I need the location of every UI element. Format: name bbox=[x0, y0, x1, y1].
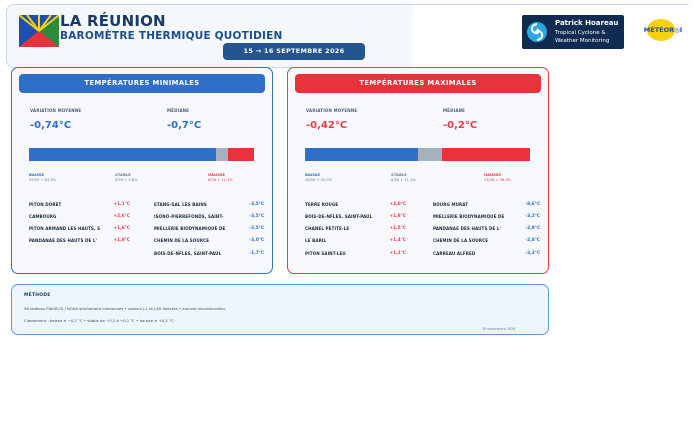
station-name: PANDANAE DES HAUTS DE L' bbox=[433, 226, 502, 231]
legend-value-stable: 3/59 + 5,6% bbox=[115, 178, 138, 182]
avg-variation-value: -0,74°C bbox=[30, 120, 72, 131]
median-value: -0,2°C bbox=[443, 120, 478, 131]
bar-segment-hausse bbox=[228, 148, 254, 161]
sponsor-banner[interactable]: Patrick Hoareau Tropical Cyclone & Weath… bbox=[522, 15, 624, 49]
legend-title-hausse: HAUSSE bbox=[208, 172, 225, 177]
station-value: -2,8°C bbox=[525, 238, 540, 243]
station-value: +1,1°C bbox=[113, 202, 130, 207]
legend-value-baisse: 28/56 + 50,0% bbox=[305, 178, 333, 182]
avg-variation-value: -0,42°C bbox=[306, 120, 348, 131]
legend-value-stable: 6/56 + 11,1% bbox=[391, 178, 416, 182]
sponsor-tagline: Weather Monitoring bbox=[555, 38, 610, 44]
page-subtitle: BAROMÈTRE THERMIQUE QUOTIDIEN bbox=[60, 30, 283, 42]
median-label: MÉDIANE bbox=[167, 108, 190, 113]
method-box: MÉTHODE 56 stations PIAUB-OI / NOAA stri… bbox=[11, 284, 549, 335]
station-name: ETANG-SAL LES BAINS bbox=[154, 202, 207, 207]
panel-title: TEMPÉRATURES MAXIMALES bbox=[295, 74, 541, 93]
panel-max-temperatures: TEMPÉRATURES MAXIMALES VARIATION MOYENNE… bbox=[287, 67, 549, 274]
station-value: -3,5°C bbox=[249, 214, 264, 219]
legend-title-stable: STABLE bbox=[391, 172, 407, 177]
station-value: -1,7°C bbox=[249, 251, 264, 256]
bar-segment-stable bbox=[216, 148, 229, 161]
station-name: PITON SAINT-LEU bbox=[305, 251, 346, 256]
station-name: ISONO-PIERREFONDS, SAINT- bbox=[154, 214, 224, 219]
station-name: MIELLERIE BIODYNAMIQUE DE bbox=[433, 214, 505, 219]
logo-sun-shape bbox=[647, 19, 675, 41]
station-name: BOURG MURAT bbox=[433, 202, 469, 207]
legend-title-stable: STABLE bbox=[115, 172, 131, 177]
station-value: +1,0°C bbox=[113, 238, 130, 243]
method-title: MÉTHODE bbox=[24, 293, 51, 298]
bar-segment-hausse bbox=[442, 148, 530, 161]
station-value: +1,6°C bbox=[113, 226, 130, 231]
station-value: -3,5°C bbox=[249, 202, 264, 207]
station-name: MIELLERIE BIODYNAMIQUE DE bbox=[154, 226, 226, 231]
page-title: LA RÉUNION bbox=[60, 12, 166, 30]
legend-value-hausse: 23/58 + 38,9% bbox=[484, 178, 512, 182]
sponsor-name: Patrick Hoareau bbox=[555, 19, 619, 27]
station-value: -2,3°C bbox=[525, 251, 540, 256]
bar-segment-stable bbox=[417, 148, 443, 161]
station-value: +1,8°C bbox=[389, 214, 406, 219]
station-name: CHANEL PETITE-LE bbox=[305, 226, 350, 231]
cyclone-icon bbox=[526, 21, 548, 43]
station-name: BOIS-DE-NFLES, SAINT-PAUL bbox=[305, 214, 373, 219]
avg-variation-label: VARIATION MOYENNE bbox=[306, 108, 358, 113]
station-value: -8,6°C bbox=[525, 202, 540, 207]
station-value: -2,5°C bbox=[249, 226, 264, 231]
method-description: 56 stations PIAUB-OI / NOAA strictement … bbox=[24, 306, 227, 311]
method-date: 16 septembre 2026 bbox=[482, 327, 516, 331]
date-range-badge: 15 → 16 SEPTEMBRE 2026 bbox=[223, 43, 365, 60]
station-name: BOIS-DE-NFLES, SAINT-PAUL bbox=[154, 251, 222, 256]
station-value: -2,9°C bbox=[525, 226, 540, 231]
station-name: LE BARIL bbox=[305, 238, 327, 243]
station-name: CARREAU ALFRED bbox=[433, 251, 476, 256]
station-name: PANDANAE DES HAUTS DE L' bbox=[29, 238, 98, 243]
station-name: PITON ARMAND LES HAUTS, S bbox=[29, 226, 101, 231]
median-label: MÉDIANE bbox=[443, 108, 466, 113]
station-value: +1,1°C bbox=[389, 251, 406, 256]
distribution-bar bbox=[29, 148, 254, 161]
method-classification: Classement : baisse ≤ −0,2 °C • stable d… bbox=[24, 318, 174, 323]
station-name: CAMBOURG bbox=[29, 214, 57, 219]
station-name: CHEMIN DE LA SOURCE bbox=[154, 238, 210, 243]
avg-variation-label: VARIATION MOYENNE bbox=[30, 108, 82, 113]
station-name: PITON DORET bbox=[29, 202, 62, 207]
station-value: -3,2°C bbox=[525, 214, 540, 219]
station-value: -3,0°C bbox=[249, 238, 264, 243]
header: LA RÉUNION BAROMÈTRE THERMIQUE QUOTIDIEN… bbox=[6, 4, 694, 69]
panel-title: TEMPÉRATURES MINIMALES bbox=[19, 74, 265, 93]
partner-logo[interactable]: MÉTÉOR◎I bbox=[643, 19, 683, 43]
station-name: TERRE ROUGE bbox=[305, 202, 339, 207]
legend-title-hausse: HAUSSE bbox=[484, 172, 501, 177]
legend-value-baisse: 59/59 + 83,3% bbox=[29, 178, 57, 182]
distribution-bar bbox=[305, 148, 530, 161]
station-value: +1,5°C bbox=[389, 226, 406, 231]
partner-logo-text: MÉTÉOR◎I bbox=[643, 26, 683, 34]
station-name: CHEMIN DE LA SOURCE bbox=[433, 238, 489, 243]
station-value: +2,0°C bbox=[389, 202, 406, 207]
sponsor-tagline: Tropical Cyclone & bbox=[555, 30, 606, 36]
station-value: +1,4°C bbox=[389, 238, 406, 243]
panel-min-temperatures: TEMPÉRATURES MINIMALES VARIATION MOYENNE… bbox=[11, 67, 273, 274]
bar-segment-baisse bbox=[305, 148, 418, 161]
station-value: +2,6°C bbox=[113, 214, 130, 219]
median-value: -0,7°C bbox=[167, 120, 202, 131]
legend-title-baisse: BAISSE bbox=[305, 172, 321, 177]
bar-segment-baisse bbox=[29, 148, 217, 161]
reunion-flag-icon bbox=[19, 15, 59, 47]
legend-value-hausse: 6/56 + 11,1% bbox=[208, 178, 233, 182]
legend-title-baisse: BAISSE bbox=[29, 172, 45, 177]
